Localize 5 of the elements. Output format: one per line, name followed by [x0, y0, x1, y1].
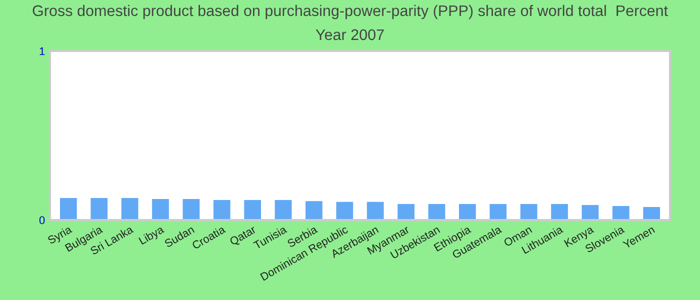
chart-subtitle: Year 2007	[316, 29, 384, 40]
y-tick-label: 1	[40, 47, 45, 56]
x-tick-label: Libya	[138, 224, 166, 247]
y-tick-label: 0	[39, 216, 45, 224]
chart-title: Gross domestic product based on purchasing-power-parity (PPP) share of world total Percent	[32, 4, 668, 20]
